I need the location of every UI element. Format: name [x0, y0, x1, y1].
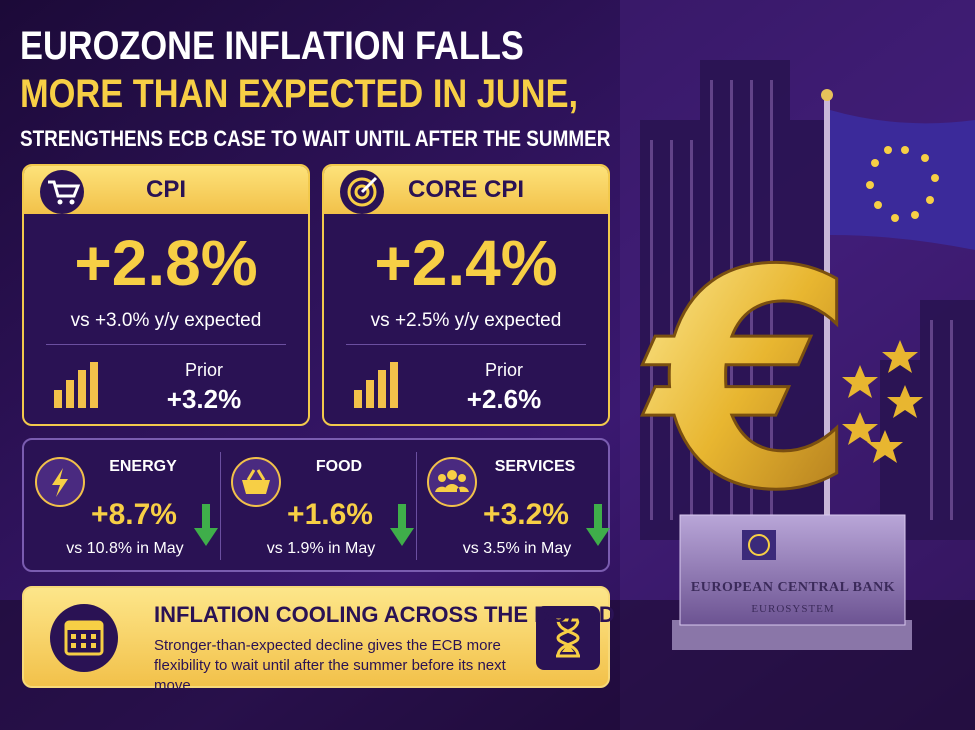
- card-value: +2.4%: [374, 227, 558, 299]
- basket-icon: [231, 457, 281, 507]
- component-value: +1.6%: [287, 498, 373, 531]
- card-label: CORE CPI: [407, 176, 524, 203]
- core-cpi-card: CORE CPI +2.4% vs +2.5% y/y expected Pri…: [322, 164, 610, 426]
- banner-text: Stronger-than-expected decline gives the…: [154, 637, 506, 694]
- subtitle: STRENGTHENS ECB CASE TO WAIT UNTIL AFTER…: [20, 126, 611, 151]
- target-icon: [340, 170, 384, 214]
- component-value: +8.7%: [91, 498, 177, 531]
- component-comparison: vs 10.8% in May: [66, 540, 184, 557]
- bars-icon: [54, 362, 98, 408]
- svg-text:€: €: [639, 207, 857, 556]
- component-comparison: vs 1.9% in May: [266, 540, 376, 557]
- title-line: EUROZONE INFLATION FALLS: [20, 24, 524, 68]
- component-label: ENERGY: [109, 458, 177, 475]
- energy-icon: [35, 457, 85, 507]
- cart-icon: [40, 170, 84, 214]
- divider: [46, 344, 286, 345]
- prior-label: Prior: [184, 360, 223, 380]
- card-label: CPI: [145, 176, 186, 203]
- down-arrow: [194, 504, 218, 546]
- prior-label: Prior: [484, 360, 523, 380]
- divider: [220, 452, 221, 560]
- components-panel: ENERGY +8.7% vs 10.8% in May FOOD +1.6% …: [22, 438, 610, 572]
- card-expected: vs +3.0% y/y expected: [70, 310, 262, 331]
- sign-subtitle: EUROSYSTEM: [751, 603, 835, 615]
- card-value: +2.8%: [74, 227, 258, 299]
- summary-banner: INFLATION COOLING ACROSS THE BOARD Stron…: [22, 586, 615, 694]
- cpi-card: CPI +2.8% vs +3.0% y/y expected Prior +3…: [22, 164, 310, 426]
- prior-value: +2.6%: [466, 384, 542, 414]
- hourglass-icon: [536, 606, 600, 670]
- banner-title: INFLATION COOLING ACROSS THE BOARD: [154, 602, 615, 627]
- prior-value: +3.2%: [166, 384, 242, 414]
- component-comparison: vs 3.5% in May: [462, 540, 572, 557]
- component-label: FOOD: [315, 458, 363, 475]
- down-arrow: [390, 504, 414, 546]
- card-expected: vs +2.5% y/y expected: [370, 310, 562, 331]
- title-line: MORE THAN EXPECTED IN JUNE,: [20, 72, 579, 116]
- component-label: SERVICES: [494, 458, 576, 475]
- calendar-icon: [50, 604, 118, 672]
- sign-name: EUROPEAN CENTRAL BANK: [690, 580, 896, 595]
- divider: [346, 344, 586, 345]
- component-value: +3.2%: [483, 498, 569, 531]
- divider: [416, 452, 417, 560]
- bars-icon: [354, 362, 398, 408]
- people-icon: [427, 457, 477, 507]
- down-arrow: [586, 504, 610, 546]
